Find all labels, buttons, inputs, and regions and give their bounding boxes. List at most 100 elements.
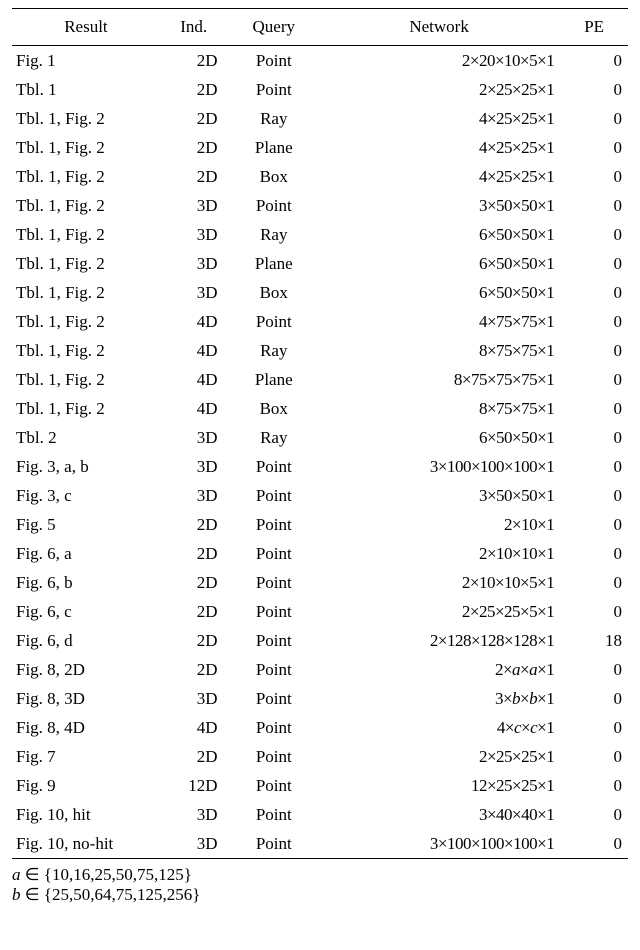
cell-col-network: 3×b×b×1 [320, 684, 560, 713]
cell-col-query: Ray [228, 104, 320, 133]
cell-col-network: 4×75×75×1 [320, 307, 560, 336]
cell-col-network: 2×20×10×5×1 [320, 46, 560, 76]
cell-col-query: Point [228, 307, 320, 336]
cell-col-query: Point [228, 655, 320, 684]
cell-col-result: Tbl. 1, Fig. 2 [12, 336, 160, 365]
table-row: Tbl. 1, Fig. 23DBox6×50×50×10 [12, 278, 628, 307]
cell-col-query: Point [228, 597, 320, 626]
cell-col-result: Fig. 6, d [12, 626, 160, 655]
cell-col-query: Plane [228, 133, 320, 162]
cell-col-result: Tbl. 1, Fig. 2 [12, 191, 160, 220]
cell-col-ind: 4D [160, 365, 228, 394]
cell-col-result: Tbl. 1, Fig. 2 [12, 249, 160, 278]
cell-col-ind: 2D [160, 510, 228, 539]
cell-col-ind: 2D [160, 597, 228, 626]
cell-col-result: Tbl. 1, Fig. 2 [12, 307, 160, 336]
cell-col-ind: 3D [160, 684, 228, 713]
cell-col-query: Ray [228, 336, 320, 365]
cell-col-result: Tbl. 1, Fig. 2 [12, 278, 160, 307]
cell-col-ind: 3D [160, 278, 228, 307]
cell-col-pe: 0 [560, 568, 628, 597]
table-row: Fig. 8, 3D3DPoint3×b×b×10 [12, 684, 628, 713]
cell-col-result: Fig. 3, a, b [12, 452, 160, 481]
cell-col-pe: 0 [560, 597, 628, 626]
cell-col-ind: 3D [160, 423, 228, 452]
cell-col-result: Tbl. 1, Fig. 2 [12, 162, 160, 191]
cell-col-network: 3×50×50×1 [320, 191, 560, 220]
cell-col-network: 6×50×50×1 [320, 249, 560, 278]
table-row: Tbl. 1, Fig. 24DRay8×75×75×10 [12, 336, 628, 365]
cell-col-query: Point [228, 191, 320, 220]
cell-col-pe: 0 [560, 46, 628, 76]
footnote-line: a ∈ {10,16,25,50,75,125} [12, 865, 628, 885]
cell-col-ind: 3D [160, 452, 228, 481]
cell-col-result: Tbl. 1, Fig. 2 [12, 365, 160, 394]
cell-col-query: Point [228, 713, 320, 742]
table-row: Fig. 6, b2DPoint2×10×10×5×10 [12, 568, 628, 597]
cell-col-result: Fig. 6, a [12, 539, 160, 568]
table-row: Fig. 6, d2DPoint2×128×128×128×118 [12, 626, 628, 655]
cell-col-ind: 4D [160, 336, 228, 365]
header-col-pe: PE [560, 9, 628, 46]
header-col-result: Result [12, 9, 160, 46]
cell-col-pe: 18 [560, 626, 628, 655]
cell-col-network: 2×10×10×5×1 [320, 568, 560, 597]
cell-col-pe: 0 [560, 655, 628, 684]
table-row: Tbl. 1, Fig. 22DRay4×25×25×10 [12, 104, 628, 133]
cell-col-pe: 0 [560, 510, 628, 539]
cell-col-ind: 2D [160, 568, 228, 597]
cell-col-network: 3×50×50×1 [320, 481, 560, 510]
cell-col-pe: 0 [560, 307, 628, 336]
cell-col-network: 4×25×25×1 [320, 104, 560, 133]
cell-col-pe: 0 [560, 423, 628, 452]
cell-col-query: Point [228, 626, 320, 655]
cell-col-ind: 2D [160, 46, 228, 76]
table-row: Fig. 6, c2DPoint2×25×25×5×10 [12, 597, 628, 626]
cell-col-network: 2×25×25×1 [320, 75, 560, 104]
cell-col-ind: 3D [160, 481, 228, 510]
cell-col-result: Tbl. 1, Fig. 2 [12, 133, 160, 162]
cell-col-query: Point [228, 771, 320, 800]
cell-col-query: Point [228, 452, 320, 481]
cell-col-query: Point [228, 539, 320, 568]
cell-col-result: Fig. 8, 3D [12, 684, 160, 713]
cell-col-ind: 3D [160, 800, 228, 829]
table-row: Fig. 3, a, b3DPoint3×100×100×100×10 [12, 452, 628, 481]
cell-col-ind: 2D [160, 162, 228, 191]
cell-col-query: Point [228, 46, 320, 76]
cell-col-network: 2×10×1 [320, 510, 560, 539]
cell-col-pe: 0 [560, 191, 628, 220]
cell-col-ind: 4D [160, 307, 228, 336]
cell-col-query: Point [228, 684, 320, 713]
table-body: Fig. 12DPoint2×20×10×5×10Tbl. 12DPoint2×… [12, 46, 628, 859]
cell-col-network: 12×25×25×1 [320, 771, 560, 800]
cell-col-pe: 0 [560, 481, 628, 510]
table-row: Tbl. 1, Fig. 22DPlane4×25×25×10 [12, 133, 628, 162]
table-row: Fig. 10, hit3DPoint3×40×40×10 [12, 800, 628, 829]
table-row: Fig. 6, a2DPoint2×10×10×10 [12, 539, 628, 568]
cell-col-result: Fig. 6, c [12, 597, 160, 626]
table-row: Tbl. 1, Fig. 24DPlane8×75×75×75×10 [12, 365, 628, 394]
cell-col-pe: 0 [560, 336, 628, 365]
cell-col-query: Ray [228, 423, 320, 452]
table-row: Tbl. 1, Fig. 23DRay6×50×50×10 [12, 220, 628, 249]
table-row: Fig. 52DPoint2×10×10 [12, 510, 628, 539]
cell-col-pe: 0 [560, 75, 628, 104]
header-col-query: Query [228, 9, 320, 46]
table-row: Fig. 12DPoint2×20×10×5×10 [12, 46, 628, 76]
cell-col-query: Box [228, 278, 320, 307]
cell-col-network: 6×50×50×1 [320, 220, 560, 249]
cell-col-ind: 12D [160, 771, 228, 800]
table-row: Tbl. 1, Fig. 24DBox8×75×75×10 [12, 394, 628, 423]
cell-col-result: Tbl. 1, Fig. 2 [12, 220, 160, 249]
cell-col-ind: 4D [160, 713, 228, 742]
cell-col-network: 2×10×10×1 [320, 539, 560, 568]
cell-col-pe: 0 [560, 713, 628, 742]
cell-col-result: Fig. 5 [12, 510, 160, 539]
cell-col-network: 3×100×100×100×1 [320, 829, 560, 859]
cell-col-result: Fig. 10, hit [12, 800, 160, 829]
cell-col-pe: 0 [560, 452, 628, 481]
header-row: ResultInd.QueryNetworkPE [12, 9, 628, 46]
table-row: Tbl. 1, Fig. 24DPoint4×75×75×10 [12, 307, 628, 336]
cell-col-network: 2×25×25×5×1 [320, 597, 560, 626]
